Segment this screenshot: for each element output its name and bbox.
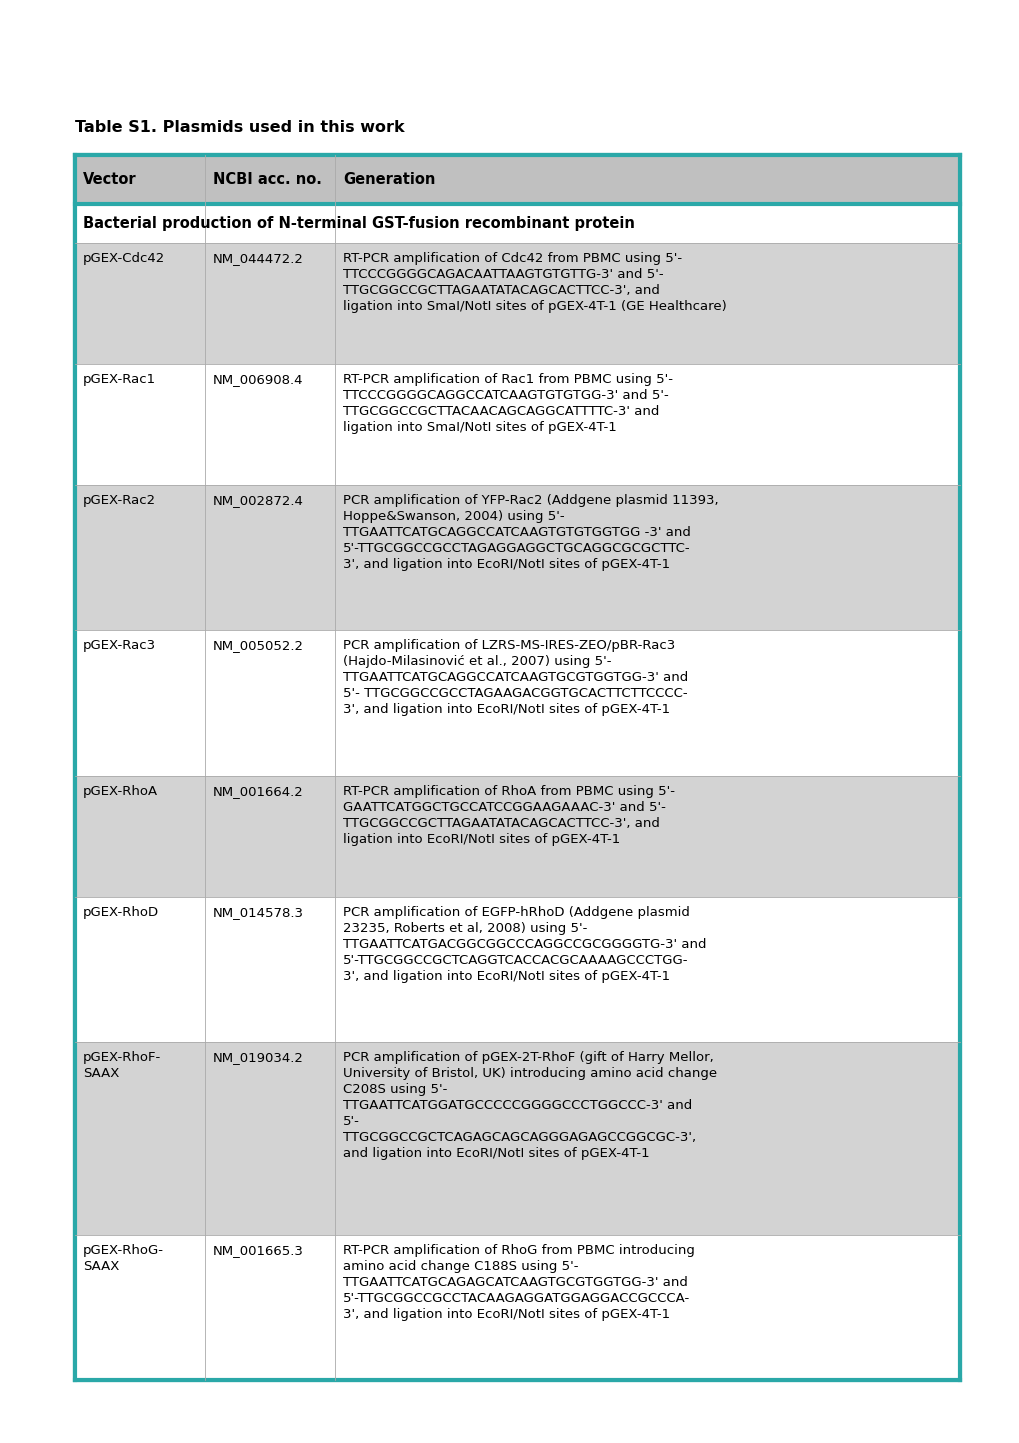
Bar	[75, 154, 959, 1380]
Text: Vector: Vector	[83, 172, 137, 188]
Text: pGEX-RhoF-
SAAX: pGEX-RhoF- SAAX	[83, 1051, 161, 1079]
Text: NM_019034.2: NM_019034.2	[213, 1051, 304, 1063]
Text: NM_001665.3: NM_001665.3	[213, 1244, 304, 1257]
Bar	[75, 775, 959, 898]
Text: NM_001664.2: NM_001664.2	[213, 785, 304, 798]
Bar	[75, 242, 959, 364]
Bar	[75, 203, 959, 242]
Text: PCR amplification of YFP-Rac2 (Addgene plasmid 11393,
Hoppe&Swanson, 2004) using: PCR amplification of YFP-Rac2 (Addgene p…	[342, 495, 718, 571]
Bar	[75, 1235, 959, 1380]
Text: pGEX-Rac3: pGEX-Rac3	[83, 639, 156, 652]
Text: RT-PCR amplification of RhoG from PBMC introducing
amino acid change C188S using: RT-PCR amplification of RhoG from PBMC i…	[342, 1244, 694, 1320]
Bar	[75, 1042, 959, 1235]
Text: NCBI acc. no.: NCBI acc. no.	[213, 172, 322, 188]
Text: pGEX-RhoG-
SAAX: pGEX-RhoG- SAAX	[83, 1244, 164, 1273]
Text: Table S1. Plasmids used in this work: Table S1. Plasmids used in this work	[75, 120, 405, 136]
Text: NM_002872.4: NM_002872.4	[213, 495, 304, 508]
Bar	[75, 485, 959, 631]
Text: PCR amplification of EGFP-hRhoD (Addgene plasmid
23235, Roberts et al, 2008) usi: PCR amplification of EGFP-hRhoD (Addgene…	[342, 906, 706, 983]
Text: RT-PCR amplification of RhoA from PBMC using 5'-
GAATTCATGGCTGCCATCCGGAAGAAAC-3': RT-PCR amplification of RhoA from PBMC u…	[342, 785, 675, 846]
Bar	[75, 631, 959, 775]
Text: PCR amplification of LZRS-MS-IRES-ZEO/pBR-Rac3
(Hajdo-Milasinović et al., 2007) : PCR amplification of LZRS-MS-IRES-ZEO/pB…	[342, 639, 688, 717]
Text: RT-PCR amplification of Cdc42 from PBMC using 5'-
TTCCCGGGGCAGACAATTAAGTGTGTTG-3: RT-PCR amplification of Cdc42 from PBMC …	[342, 251, 727, 313]
Text: NM_005052.2: NM_005052.2	[213, 639, 304, 652]
Text: Bacterial production of N-terminal GST-fusion recombinant protein: Bacterial production of N-terminal GST-f…	[83, 216, 634, 231]
Text: NM_044472.2: NM_044472.2	[213, 251, 304, 264]
Text: pGEX-Rac2: pGEX-Rac2	[83, 495, 156, 508]
Bar	[75, 898, 959, 1042]
Text: pGEX-Rac1: pGEX-Rac1	[83, 374, 156, 387]
Bar	[75, 364, 959, 485]
Text: pGEX-RhoD: pGEX-RhoD	[83, 906, 159, 919]
Text: RT-PCR amplification of Rac1 from PBMC using 5'-
TTCCCGGGGCAGGCCATCAAGTGTGTGG-3': RT-PCR amplification of Rac1 from PBMC u…	[342, 374, 673, 434]
Text: PCR amplification of pGEX-2T-RhoF (gift of Harry Mellor,
University of Bristol, : PCR amplification of pGEX-2T-RhoF (gift …	[342, 1051, 716, 1160]
Text: Generation: Generation	[342, 172, 435, 188]
Text: pGEX-RhoA: pGEX-RhoA	[83, 785, 158, 798]
Text: NM_014578.3: NM_014578.3	[213, 906, 304, 919]
Text: pGEX-Cdc42: pGEX-Cdc42	[83, 251, 165, 264]
Bar	[75, 154, 959, 203]
Text: NM_006908.4: NM_006908.4	[213, 374, 304, 387]
